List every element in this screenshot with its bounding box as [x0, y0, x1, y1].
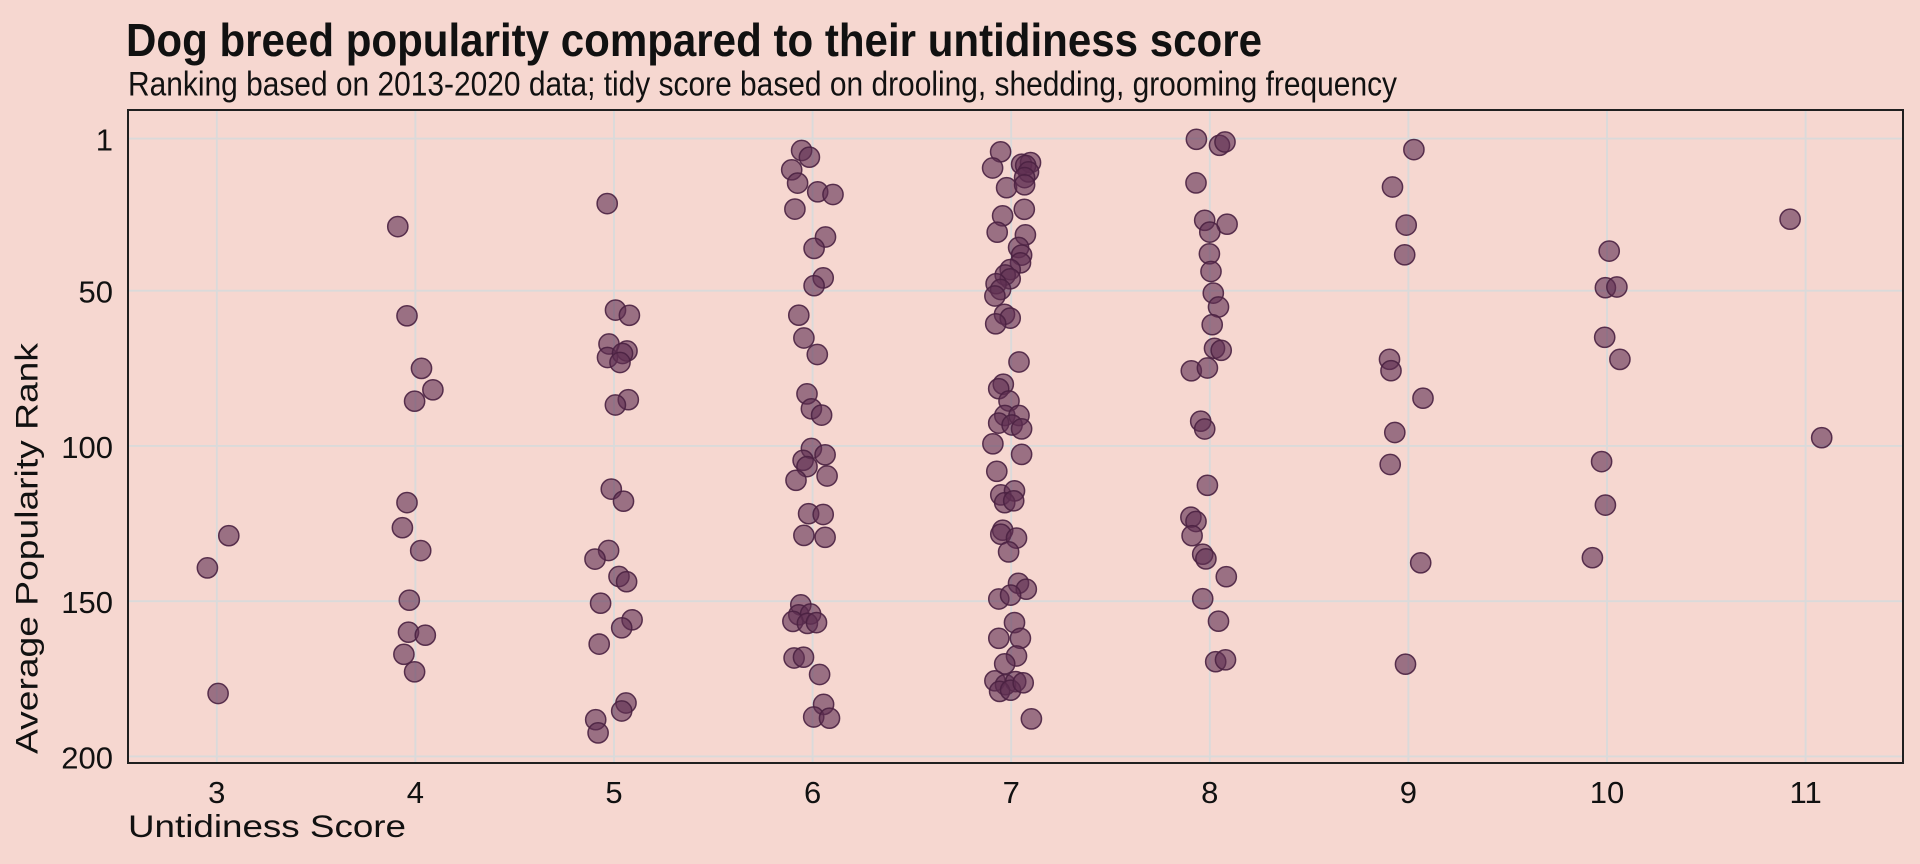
svg-text:Average Popularity Rank: Average Popularity Rank — [8, 343, 44, 754]
svg-text:200: 200 — [61, 740, 113, 775]
svg-text:3: 3 — [208, 775, 225, 810]
svg-text:9: 9 — [1400, 775, 1417, 810]
svg-text:10: 10 — [1590, 775, 1624, 810]
svg-text:8: 8 — [1201, 775, 1218, 810]
svg-text:50: 50 — [79, 275, 113, 310]
svg-text:5: 5 — [605, 775, 622, 810]
svg-text:1: 1 — [96, 123, 113, 158]
svg-text:Dog breed popularity compared: Dog breed popularity compared to their u… — [126, 14, 1262, 66]
svg-text:150: 150 — [61, 585, 113, 620]
svg-text:100: 100 — [61, 430, 113, 465]
svg-text:11: 11 — [1790, 775, 1822, 810]
svg-text:4: 4 — [407, 775, 424, 810]
svg-text:Ranking based on 2013-2020 dat: Ranking based on 2013-2020 data; tidy sc… — [128, 66, 1397, 104]
svg-text:6: 6 — [804, 775, 821, 810]
svg-text:7: 7 — [1003, 775, 1020, 810]
svg-text:Untidiness Score: Untidiness Score — [128, 808, 406, 844]
